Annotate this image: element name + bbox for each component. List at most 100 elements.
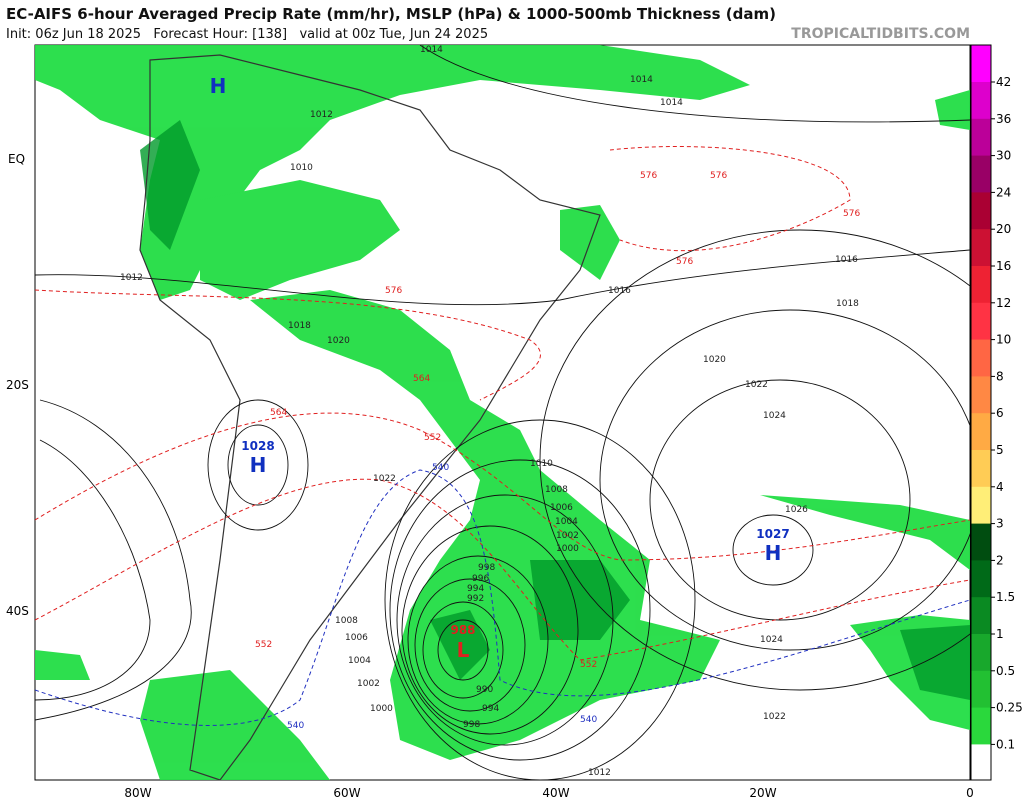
colorbar-label: 3	[996, 517, 1004, 531]
colorbar-segment	[971, 670, 991, 709]
lat-label: EQ	[8, 152, 25, 166]
isobar-label: 1006	[345, 633, 368, 643]
isobar-label: 1008	[545, 485, 568, 495]
colorbar-label: 42	[996, 75, 1011, 89]
colorbar-segment	[971, 486, 991, 525]
colorbar-label: 36	[996, 112, 1011, 126]
colorbar-label: 24	[996, 185, 1011, 199]
colorbar-label: 4	[996, 480, 1004, 494]
isobar-label: 998	[478, 563, 495, 573]
colorbar-label: 0.5	[996, 664, 1015, 678]
lon-label: 60W	[333, 786, 360, 800]
colorbar-segment	[971, 634, 991, 672]
thickness-label: 576	[640, 171, 657, 181]
colorbar-segment	[971, 82, 991, 120]
isobar-label: 1000	[370, 704, 393, 714]
colorbar-segment	[971, 339, 991, 377]
lon-label: 0	[966, 786, 974, 800]
isobar-label: 994	[467, 584, 484, 594]
isobar-label: 1018	[288, 321, 311, 331]
lat-label: 40S	[6, 604, 29, 618]
colorbar-segment	[971, 155, 991, 193]
isobar-label: 1012	[588, 768, 611, 778]
colorbar-label: 2	[996, 553, 1004, 567]
isobar-label: 1024	[763, 411, 786, 421]
thickness-label: 540	[287, 721, 304, 731]
center-letter: L	[457, 638, 470, 662]
colorbar-label: 10	[996, 333, 1011, 347]
isobar-label: 1026	[785, 505, 808, 515]
isobar-label: 1012	[310, 110, 333, 120]
lat-label: 20S	[6, 378, 29, 392]
title: EC-AIFS 6-hour Averaged Precip Rate (mm/…	[6, 5, 776, 23]
map: H 1028 H 988 L 1027 H 1014 1014 1014 1016 10…	[34, 44, 971, 781]
colorbar-segment	[971, 229, 991, 267]
colorbar-label: 8	[996, 369, 1004, 383]
isobar-label: 1004	[555, 517, 578, 527]
colorbar-segment	[971, 523, 991, 561]
watermark: TROPICALTIDBITS.COM	[791, 26, 970, 42]
colorbar-label: 1	[996, 627, 1004, 641]
isobar-label: 1020	[327, 336, 350, 346]
thickness	[35, 146, 970, 726]
isobar-label: 996	[472, 574, 489, 584]
colorbar-label: 16	[996, 259, 1011, 273]
colorbar-segment	[971, 450, 991, 488]
isobar-label: 1022	[745, 380, 768, 390]
center-value: 1027	[756, 527, 789, 541]
colorbar-label: 20	[996, 222, 1011, 236]
colorbar-label: 6	[996, 406, 1004, 420]
colorbar-segment	[971, 560, 991, 598]
isobar-label: 1000	[556, 544, 579, 554]
thickness-label: 552	[255, 640, 272, 650]
colorbar-segment	[971, 597, 991, 635]
colorbar-segment	[971, 744, 991, 780]
colorbar-label: 0.25	[996, 701, 1023, 715]
isobar-label: 1008	[335, 616, 358, 626]
thickness-label: 576	[385, 286, 402, 296]
colorbar-segment	[971, 376, 991, 414]
colorbar-label: 30	[996, 149, 1011, 163]
isobar-label: 1006	[550, 503, 573, 513]
isobar-label: 992	[467, 594, 484, 604]
colorbar-segment	[971, 302, 991, 341]
subtitle: Init: 06z Jun 18 2025 Forecast Hour: [13…	[6, 27, 488, 42]
isobar-label: 1002	[357, 679, 380, 689]
isobar-label: 1024	[760, 635, 783, 645]
isobar-label: 1002	[556, 531, 579, 541]
thickness-label: 552	[424, 433, 441, 443]
center-value: 1028	[241, 439, 274, 453]
colorbar-segment	[971, 413, 991, 451]
colorbar-segment	[971, 118, 991, 157]
colorbar-segment	[971, 266, 991, 304]
isobar-label: 994	[482, 704, 499, 714]
isobar-label: 1014	[660, 98, 683, 108]
colorbar: 42 36 30 24 20 16 12 10 8 6 5 4 3 2 1.5 1 0.5 0.25 0.1	[970, 44, 1023, 781]
isobar-label: 1014	[630, 75, 653, 85]
isobar-label: 998	[463, 720, 480, 730]
isobar-label: 1018	[836, 299, 859, 309]
colorbar-label: 1.5	[996, 590, 1015, 604]
colorbar-frame	[970, 44, 992, 781]
center-letter: H	[250, 453, 267, 477]
thickness-label: 564	[270, 408, 287, 418]
thickness-label: 540	[580, 715, 597, 725]
center-letter: H	[765, 541, 782, 565]
colorbar-segment	[971, 45, 991, 82]
isobar-label: 1020	[703, 355, 726, 365]
colorbar-label: 12	[996, 296, 1011, 310]
isobar-label: 1016	[608, 286, 631, 296]
isobar-label: 1012	[120, 273, 143, 283]
thickness-label: 576	[676, 257, 693, 267]
thickness-label: 552	[580, 660, 597, 670]
isobar-label: 1014	[420, 45, 443, 55]
colorbar-segment	[971, 707, 991, 745]
lon-label: 40W	[542, 786, 569, 800]
colorbar-label: 5	[996, 443, 1004, 457]
thickness-label: 576	[843, 209, 860, 219]
isobar-label: 1016	[835, 255, 858, 265]
axis-labels: 80W 60W 40W 20W 0 EQ 20S 40S	[6, 152, 974, 800]
lon-label: 80W	[124, 786, 151, 800]
isobar-label: 1010	[290, 163, 313, 173]
